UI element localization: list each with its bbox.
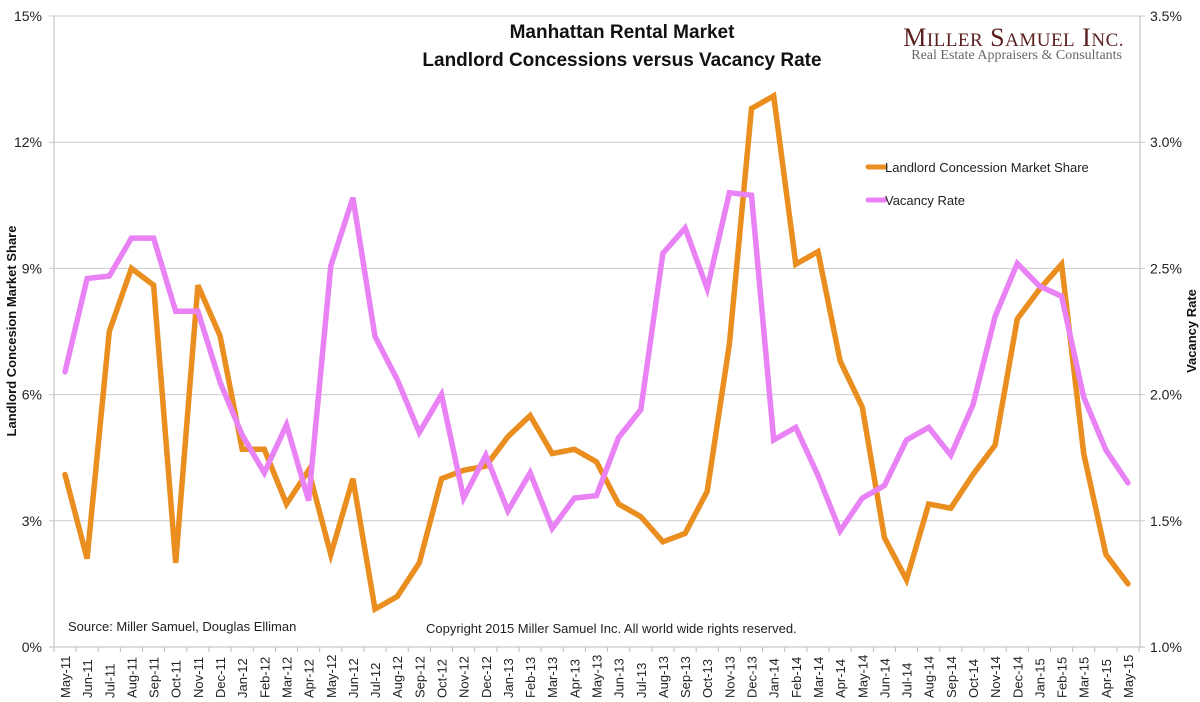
x-tick-label: Feb-14 — [789, 657, 804, 698]
x-tick-label: Feb-15 — [1055, 657, 1070, 698]
y-left-tick-label: 0% — [22, 639, 42, 655]
brand-tagline: Real Estate Appraisers & Consultants — [911, 48, 1122, 63]
x-tick-label: Dec-13 — [745, 656, 760, 698]
x-tick-label: Jan-13 — [501, 658, 516, 698]
x-tick-label: Nov-13 — [722, 656, 737, 698]
x-tick-label: Dec-12 — [479, 656, 494, 698]
x-tick-label: Nov-14 — [988, 656, 1003, 698]
copyright-note: Copyright 2015 Miller Samuel Inc. All wo… — [426, 621, 797, 636]
y-left-tick-label: 6% — [22, 387, 42, 403]
x-tick-labels: May-11 Jun-11 Jul-11 Aug-11 Sep-11 Oct-11 Nov-… — [53, 647, 1140, 698]
x-tick-label: Jun-11 — [80, 659, 95, 698]
x-tick-label: Jun-13 — [612, 658, 627, 698]
x-tick-label: Jan-12 — [235, 658, 250, 698]
x-tick-label: May-15 — [1121, 655, 1136, 698]
y-left-tick-label: 15% — [14, 8, 42, 24]
x-tick-label: Mar-15 — [1077, 657, 1092, 698]
x-tick-label: Nov-12 — [457, 656, 472, 698]
chart-title: Manhattan Rental Market — [510, 22, 736, 43]
x-tick-label: Apr-12 — [302, 659, 317, 698]
chart-subtitle: Landlord Concessions versus Vacancy Rate — [422, 50, 821, 71]
source-note: Source: Miller Samuel, Douglas Elliman — [68, 619, 296, 634]
legend-label-concession: Landlord Concession Market Share — [885, 160, 1089, 175]
x-tick-label: Sep-12 — [412, 656, 427, 698]
x-tick-label: Mar-12 — [279, 657, 294, 698]
x-tick-label: Apr-15 — [1099, 659, 1114, 698]
y-left-tick-label: 3% — [22, 513, 42, 529]
y-left-tick-label: 12% — [14, 134, 42, 150]
x-tick-label: Jan-15 — [1032, 658, 1047, 698]
x-tick-label: Jul-11 — [102, 664, 117, 698]
x-tick-label: Oct-13 — [700, 659, 715, 698]
x-tick-label: May-11 — [58, 656, 73, 698]
x-tick-label: Aug-11 — [124, 657, 139, 698]
x-tick-label: Dec-11 — [213, 657, 228, 698]
x-tick-label: Aug-14 — [922, 656, 937, 698]
x-tick-label: Jul-12 — [368, 663, 383, 698]
series-layer — [62, 91, 1131, 614]
x-tick-label: Oct-14 — [966, 659, 981, 698]
x-tick-label: Oct-12 — [434, 659, 449, 698]
y-right-tick-label: 2.5% — [1150, 260, 1182, 276]
brand-name: MILLER SAMUEL INC. — [903, 23, 1124, 52]
x-tick-label: Jun-12 — [346, 658, 361, 698]
x-tick-label: Sep-14 — [944, 656, 959, 698]
x-tick-label: Jun-14 — [877, 658, 892, 698]
x-tick-label: Aug-12 — [390, 656, 405, 698]
y-right-tick-label: 3.5% — [1150, 8, 1182, 24]
x-tick-label: Aug-13 — [656, 656, 671, 698]
y-right-tick-label: 2.0% — [1150, 387, 1182, 403]
y-right-axis-title: Vacancy Rate — [1184, 289, 1199, 373]
x-tick-label: Jul-14 — [900, 663, 915, 698]
x-tick-label: May-12 — [324, 655, 339, 698]
legend: Landlord Concession Market Share Vacancy… — [865, 160, 1089, 208]
x-tick-label: Oct-11 — [169, 660, 184, 698]
x-tick-label: Feb-12 — [257, 657, 272, 698]
y-left-tick-label: 9% — [22, 260, 42, 276]
y-right-tick-labels: 1.0% 1.5% 2.0% 2.5% 3.0% 3.5% — [1150, 8, 1182, 655]
x-tick-label: Jul-13 — [634, 663, 649, 698]
x-tick-label: Feb-13 — [523, 657, 538, 698]
x-tick-label: Apr-13 — [567, 659, 582, 698]
x-tick-label: Jan-14 — [767, 658, 782, 698]
x-tick-label: Nov-11 — [191, 657, 206, 698]
x-tick-label: May-13 — [590, 655, 605, 698]
brand-logo: MILLER SAMUEL INC. Real Estate Appraiser… — [903, 23, 1124, 63]
y-right-tick-label: 1.5% — [1150, 513, 1182, 529]
y-left-tick-labels: 0% 3% 6% 9% 12% 15% — [14, 8, 42, 655]
x-tick-label: Sep-11 — [147, 657, 162, 698]
legend-label-vacancy: Vacancy Rate — [885, 193, 965, 208]
y-left-axis-title: Landlord Concesion Market Share — [4, 226, 19, 437]
x-tick-label: May-14 — [855, 655, 870, 698]
x-tick-label: Mar-14 — [811, 657, 826, 698]
x-tick-label: Dec-14 — [1010, 656, 1025, 698]
x-tick-label: Apr-14 — [833, 659, 848, 698]
x-tick-label: Mar-13 — [545, 657, 560, 698]
x-tick-label: Sep-13 — [678, 656, 693, 698]
gridlines — [49, 15, 1145, 522]
y-right-tick-label: 1.0% — [1150, 639, 1182, 655]
y-right-tick-label: 3.0% — [1150, 134, 1182, 150]
